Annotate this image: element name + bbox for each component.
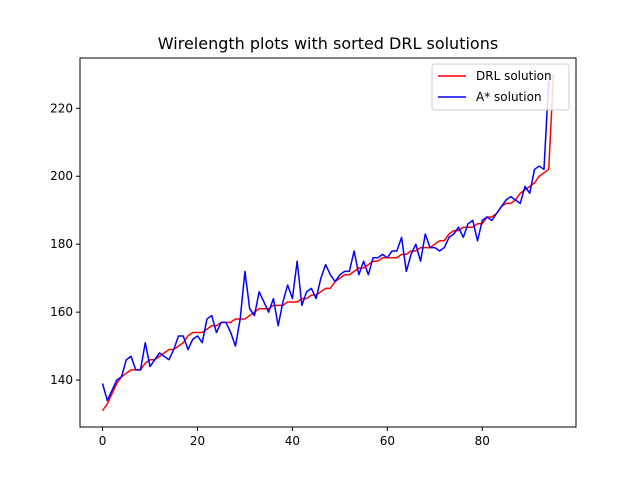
y-tick-label: 140	[50, 373, 73, 387]
chart-title: Wirelength plots with sorted DRL solutio…	[158, 34, 498, 53]
x-tick-label: 20	[190, 434, 205, 448]
x-tick-label: 0	[99, 434, 107, 448]
series-line-drl	[101, 74, 555, 412]
legend-box	[431, 63, 570, 111]
series-line-astar	[101, 81, 550, 402]
y-tick-label: 160	[50, 305, 73, 319]
legend-drl-label: DRL solution	[476, 69, 552, 83]
legend: DRL solution A* solution	[431, 63, 570, 111]
legend-astar-label: A* solution	[476, 90, 542, 104]
y-tick-label: 200	[50, 169, 73, 183]
axes: 0 20 40 60 80 140 160 180 200 220	[50, 57, 577, 448]
y-tick-label: 180	[50, 237, 73, 251]
plot-area	[101, 74, 555, 412]
x-tick-label: 40	[285, 434, 300, 448]
axes-frame	[79, 57, 577, 428]
y-tick-label: 220	[50, 101, 73, 115]
x-tick-label: 60	[380, 434, 395, 448]
x-tick-label: 80	[475, 434, 490, 448]
